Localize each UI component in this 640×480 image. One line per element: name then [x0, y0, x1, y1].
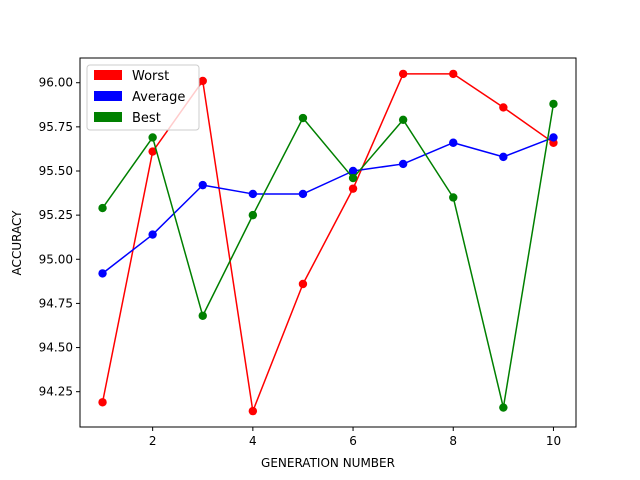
data-point — [398, 69, 408, 79]
y-tick-label: 94.75 — [39, 296, 73, 310]
x-tick-label: 10 — [546, 434, 561, 448]
data-point — [298, 279, 308, 289]
y-axis-title: ACCURACY — [10, 210, 24, 276]
plot-frame — [79, 57, 577, 428]
data-point — [148, 133, 157, 142]
data-point — [499, 152, 508, 162]
x-tick-label: 2 — [149, 434, 157, 448]
data-point — [148, 230, 157, 239]
y-tick-label: 96.00 — [39, 76, 73, 90]
data-point — [449, 69, 458, 79]
y-tick-label: 95.50 — [39, 164, 73, 178]
data-point — [398, 115, 408, 124]
data-point — [348, 184, 358, 193]
data-point — [398, 159, 408, 169]
data-point — [248, 210, 258, 220]
legend: Worst Average Best — [86, 64, 200, 131]
x-axis-ticks: 2 4 6 8 10 — [149, 427, 561, 448]
legend-swatch — [94, 70, 122, 80]
x-tick-label: 4 — [249, 434, 257, 448]
data-point — [499, 103, 508, 112]
data-point — [348, 173, 358, 183]
legend-swatch — [94, 91, 122, 101]
y-axis-ticks: 94.25 94.50 94.75 95.00 95.25 95.50 95.75 96.00 — [39, 76, 80, 399]
x-tick-label: 8 — [449, 434, 457, 448]
data-point — [449, 138, 458, 147]
data-point — [549, 133, 558, 142]
data-point — [198, 311, 207, 320]
data-point — [148, 147, 157, 156]
y-tick-label: 94.25 — [39, 385, 73, 399]
data-point — [198, 76, 207, 86]
y-tick-label: 95.75 — [39, 120, 73, 134]
data-point — [248, 406, 258, 416]
x-axis-title: GENERATION NUMBER — [261, 456, 395, 470]
data-point — [298, 113, 308, 123]
x-tick-label: 6 — [349, 434, 357, 448]
y-tick-label: 94.50 — [39, 341, 73, 355]
legend-label: Best — [132, 111, 161, 126]
series-average — [98, 133, 558, 278]
data-point — [499, 403, 508, 412]
series-line — [101, 136, 555, 275]
data-point — [248, 189, 258, 199]
data-point — [98, 203, 107, 213]
legend-label: Worst — [132, 69, 169, 84]
data-point — [449, 193, 458, 202]
data-point — [98, 269, 107, 278]
series-line — [101, 103, 555, 409]
data-point — [98, 398, 107, 407]
data-point — [549, 99, 558, 109]
data-point — [198, 180, 207, 190]
series-best — [98, 99, 558, 412]
y-tick-label: 95.00 — [39, 252, 73, 266]
legend-label: Average — [132, 90, 185, 105]
data-point — [348, 166, 358, 176]
data-point — [298, 189, 308, 199]
legend-swatch — [94, 112, 122, 122]
y-tick-label: 95.25 — [39, 208, 73, 222]
